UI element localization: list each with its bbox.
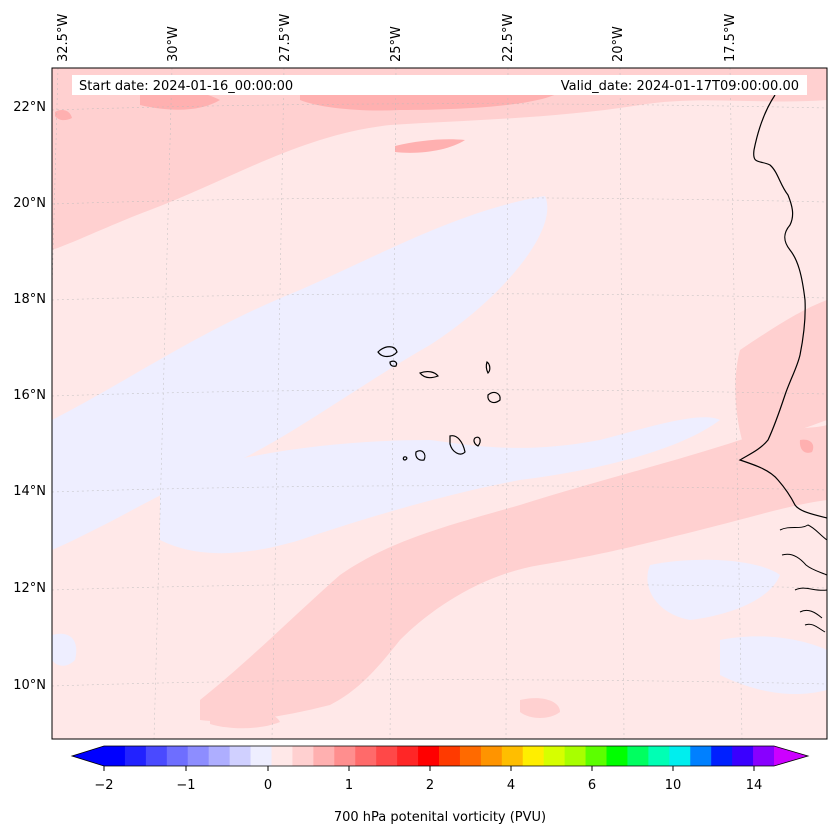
lon-label: 20°W bbox=[611, 26, 626, 62]
colorbar-cell bbox=[355, 746, 377, 766]
lat-label: 20°N bbox=[13, 196, 46, 211]
negative-pv-patch-southeast bbox=[720, 636, 827, 695]
colorbar-cell bbox=[104, 746, 126, 766]
lon-label: 32.5°W bbox=[56, 14, 71, 62]
colorbar-cell bbox=[418, 746, 440, 766]
lon-label: 30°W bbox=[166, 26, 181, 62]
island-maio bbox=[473, 436, 481, 447]
positive-pv-streak-northeast bbox=[395, 139, 465, 153]
positive-pv-patch-south bbox=[520, 698, 560, 718]
lat-label: 10°N bbox=[13, 678, 46, 693]
positive-pv-band-main bbox=[200, 425, 827, 722]
colorbar-cell bbox=[606, 746, 628, 766]
colorbar-tick-label: 10 bbox=[665, 778, 682, 793]
positive-pv-coast-band bbox=[735, 300, 827, 450]
lat-label: 14°N bbox=[13, 484, 46, 499]
longitude-labels: 32.5°W 30°W 27.5°W 25°W 22.5°W 20°W 17.5… bbox=[56, 14, 738, 62]
african-coastline bbox=[738, 94, 827, 519]
start-date-label: Start date: 2024-01-16_00:00:00 bbox=[79, 79, 293, 94]
colorbar: −2 −1 0 1 2 4 6 10 14 700 hPa potenital … bbox=[70, 745, 810, 825]
negative-pv-band-south bbox=[160, 417, 720, 554]
lat-label: 16°N bbox=[13, 388, 46, 403]
colorbar-ticks bbox=[103, 766, 755, 771]
colorbar-tick-label: 14 bbox=[746, 778, 763, 793]
island-santo-antao bbox=[377, 346, 398, 358]
colorbar-cell bbox=[753, 746, 775, 766]
lon-label: 17.5°W bbox=[723, 14, 738, 62]
colorbar-cell bbox=[564, 746, 587, 766]
colorbar-tick-label: −2 bbox=[94, 778, 113, 793]
map-panel: Start date: 2024-01-16_00:00:00 Valid_da… bbox=[13, 14, 828, 740]
valid-date-label: Valid_date: 2024-01-17T09:00:00.00 bbox=[561, 79, 799, 94]
colorbar-cell bbox=[648, 746, 670, 766]
colorbar-cell bbox=[585, 746, 607, 766]
colorbar-cell bbox=[439, 746, 461, 766]
vorticity-field bbox=[52, 68, 827, 739]
colorbar-cell bbox=[166, 746, 189, 766]
colorbar-cell bbox=[376, 746, 398, 766]
colorbar-tick-label: 6 bbox=[588, 778, 596, 793]
colorbar-cell bbox=[292, 746, 314, 766]
positive-pv-streak-north bbox=[300, 90, 560, 111]
island-sao-nicolau bbox=[419, 370, 439, 379]
colorbar-cell bbox=[334, 746, 356, 766]
island-brava bbox=[402, 456, 408, 461]
colorbar-tick-labels: −2 −1 0 1 2 4 6 10 14 bbox=[94, 778, 762, 793]
positive-pv-patch-south-west bbox=[210, 709, 280, 729]
lat-label: 22°N bbox=[13, 100, 46, 115]
colorbar-cell bbox=[271, 746, 293, 766]
lon-label: 22.5°W bbox=[501, 14, 516, 62]
header-bar bbox=[72, 75, 807, 95]
colorbar-cell bbox=[690, 746, 712, 766]
negative-pv-band bbox=[52, 196, 548, 550]
colorbar-title: 700 hPa potenital vorticity (PVU) bbox=[334, 810, 546, 825]
island-santiago bbox=[449, 435, 466, 455]
island-fogo bbox=[415, 450, 426, 461]
cape-verde-islands bbox=[377, 346, 501, 461]
colorbar-cell bbox=[711, 746, 733, 766]
lon-label: 25°W bbox=[389, 26, 404, 62]
colorbar-cell bbox=[250, 746, 272, 766]
colorbar-cell bbox=[187, 746, 210, 766]
island-sal bbox=[485, 361, 491, 375]
colorbar-tick-label: 1 bbox=[345, 778, 353, 793]
colorbar-tick-label: 0 bbox=[264, 778, 272, 793]
negative-pv-patch-east bbox=[647, 559, 780, 620]
colorbar-over-arrow bbox=[774, 746, 808, 766]
coastline-bijagos bbox=[779, 524, 827, 633]
colorbar-under-arrow bbox=[72, 746, 104, 766]
colorbar-cell bbox=[124, 746, 147, 766]
lat-label: 18°N bbox=[13, 292, 46, 307]
negative-pv-patch-west bbox=[52, 633, 77, 666]
island-boa-vista bbox=[487, 391, 501, 404]
colorbar-cell bbox=[669, 746, 691, 766]
colorbar-tick-label: 2 bbox=[426, 778, 434, 793]
colorbar-cell bbox=[397, 746, 419, 766]
colorbar-cell bbox=[459, 746, 482, 766]
colorbar-cell bbox=[208, 746, 231, 766]
colorbar-tick-label: 4 bbox=[507, 778, 515, 793]
colorbar-cell bbox=[145, 746, 168, 766]
positive-pv-streak-east bbox=[799, 439, 814, 453]
colorbar-cell bbox=[313, 746, 335, 766]
colorbar-cell bbox=[501, 746, 524, 766]
colorbar-cells bbox=[104, 746, 775, 766]
colorbar-cell bbox=[480, 746, 503, 766]
map-frame bbox=[51, 67, 828, 740]
graticule bbox=[52, 68, 827, 739]
lon-label: 27.5°W bbox=[278, 14, 293, 62]
positive-pv-streak-far-west bbox=[55, 110, 72, 121]
colorbar-tick-label: −1 bbox=[176, 778, 195, 793]
colorbar-cell bbox=[522, 746, 545, 766]
positive-pv-band-north bbox=[52, 68, 827, 250]
colorbar-cell bbox=[627, 746, 649, 766]
island-sao-vicente bbox=[389, 360, 398, 367]
colorbar-cell bbox=[732, 746, 754, 766]
colorbar-cell bbox=[543, 746, 566, 766]
latitude-labels: 22°N 20°N 18°N 16°N 14°N 12°N 10°N bbox=[13, 100, 46, 693]
lat-label: 12°N bbox=[13, 581, 46, 596]
colorbar-cell bbox=[229, 746, 252, 766]
